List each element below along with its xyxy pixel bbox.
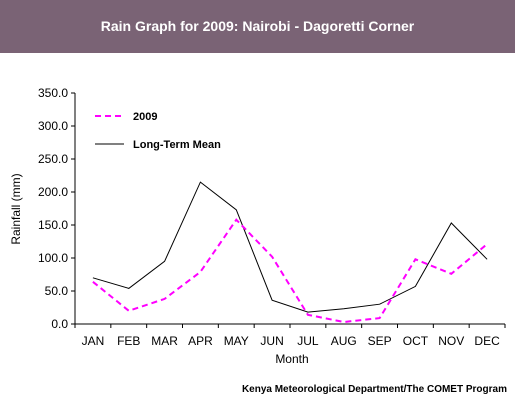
chart-title: Rain Graph for 2009: Nairobi - Dagoretti… (100, 18, 415, 34)
x-axis-label: Month (275, 352, 308, 366)
legend: 2009 Long-Term Mean (95, 111, 221, 151)
y-axis-label: Rainfall (mm) (9, 173, 23, 244)
y-tick-label: 100.0 (38, 251, 68, 265)
series-lines (92, 181, 488, 324)
x-tick-label: JUN (260, 334, 283, 348)
y-tick-label: 250.0 (38, 152, 68, 166)
x-tick-label: FEB (117, 334, 140, 348)
x-tick-label: AUG (331, 334, 357, 348)
x-tick-label: OCT (403, 334, 429, 348)
y-axis-ticks: 0.0 50.0 100.0 150.0 200.0 250.0 300.0 350.0 (38, 86, 75, 331)
x-axis-ticks: JAN FEB MAR APR MAY JUN JUL AUG SEP OCT NOV DEC (74, 324, 506, 348)
x-tick-label: SEP (368, 334, 392, 348)
rain-chart: 0.0 50.0 100.0 150.0 200.0 250.0 300.0 350.0 JA… (9, 86, 506, 366)
x-tick-label: MAY (224, 334, 249, 348)
y-tick-label: 50.0 (45, 284, 69, 298)
y-tick-label: 300.0 (38, 119, 68, 133)
y-tick-label: 350.0 (38, 86, 68, 100)
x-tick-label: MAR (151, 334, 178, 348)
x-tick-label: NOV (438, 334, 464, 348)
y-tick-label: 150.0 (38, 218, 68, 232)
legend-label: 2009 (133, 111, 157, 123)
series-line-long-term-mean (92, 181, 488, 313)
x-tick-label: APR (188, 334, 213, 348)
axes (74, 93, 505, 325)
credit-footer: Kenya Meteorological Department/The COME… (241, 384, 507, 395)
header-bar: Rain Graph for 2009: Nairobi - Dagoretti… (0, 0, 515, 53)
y-tick-label: 0.0 (51, 317, 68, 331)
x-tick-label: JUL (297, 334, 319, 348)
x-tick-label: DEC (474, 334, 500, 348)
legend-label: Long-Term Mean (133, 139, 221, 151)
x-tick-label: JAN (82, 334, 105, 348)
y-tick-label: 200.0 (38, 185, 68, 199)
